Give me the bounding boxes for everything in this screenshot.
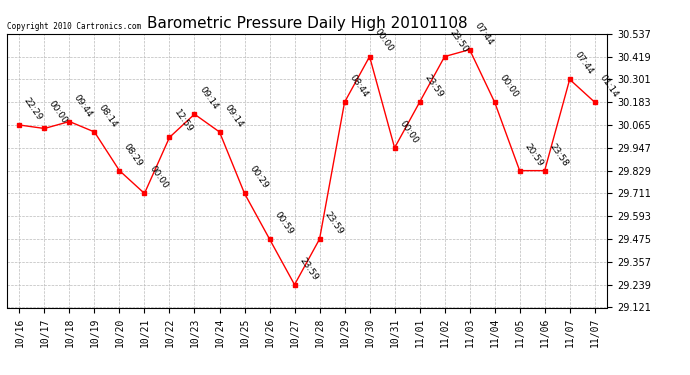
Text: 20:59: 20:59 <box>522 142 544 168</box>
Text: 00:00: 00:00 <box>373 27 395 54</box>
Text: 00:00: 00:00 <box>47 99 70 126</box>
Text: 08:44: 08:44 <box>347 73 369 99</box>
Text: Copyright 2010 Cartronics.com: Copyright 2010 Cartronics.com <box>7 22 141 31</box>
Text: 12:59: 12:59 <box>172 108 195 135</box>
Text: 23:58: 23:58 <box>547 142 569 168</box>
Text: 00:00: 00:00 <box>497 73 520 99</box>
Title: Barometric Pressure Daily High 20101108: Barometric Pressure Daily High 20101108 <box>147 16 467 31</box>
Text: 01:14: 01:14 <box>598 73 620 99</box>
Text: 00:00: 00:00 <box>147 164 170 190</box>
Text: 07:44: 07:44 <box>473 21 495 47</box>
Text: 00:59: 00:59 <box>273 210 295 236</box>
Text: 09:14: 09:14 <box>222 103 244 129</box>
Text: 23:59: 23:59 <box>322 210 344 236</box>
Text: 23:50: 23:50 <box>447 27 469 54</box>
Text: 00:00: 00:00 <box>397 118 420 145</box>
Text: 08:29: 08:29 <box>122 142 144 168</box>
Text: 08:14: 08:14 <box>97 103 119 129</box>
Text: 09:14: 09:14 <box>197 85 219 111</box>
Text: 23:59: 23:59 <box>297 256 319 282</box>
Text: 23:59: 23:59 <box>422 73 444 99</box>
Text: 09:44: 09:44 <box>72 93 95 119</box>
Text: 22:29: 22:29 <box>22 96 44 122</box>
Text: 07:44: 07:44 <box>573 51 595 76</box>
Text: 00:29: 00:29 <box>247 164 269 190</box>
